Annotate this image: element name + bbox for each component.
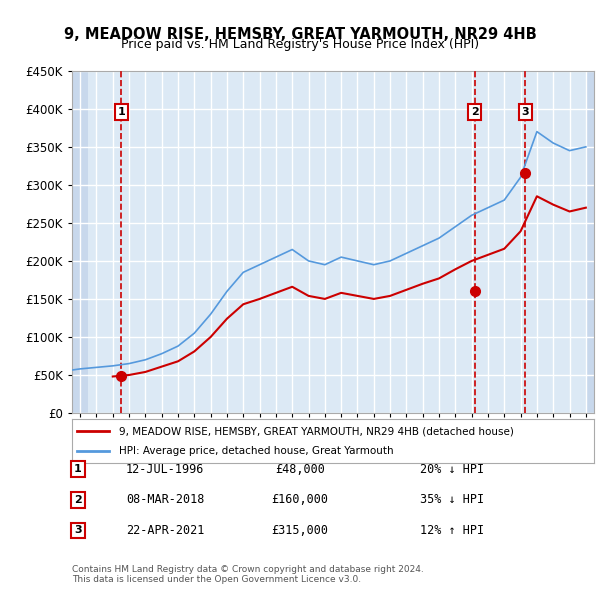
Text: 12% ↑ HPI: 12% ↑ HPI bbox=[420, 524, 484, 537]
Text: 1: 1 bbox=[118, 107, 125, 117]
Text: 12-JUL-1996: 12-JUL-1996 bbox=[126, 463, 205, 476]
Text: 22-APR-2021: 22-APR-2021 bbox=[126, 524, 205, 537]
Text: HPI: Average price, detached house, Great Yarmouth: HPI: Average price, detached house, Grea… bbox=[119, 446, 394, 455]
Text: £160,000: £160,000 bbox=[271, 493, 329, 506]
Text: £315,000: £315,000 bbox=[271, 524, 329, 537]
Text: 35% ↓ HPI: 35% ↓ HPI bbox=[420, 493, 484, 506]
Text: 3: 3 bbox=[74, 526, 82, 535]
Text: 2: 2 bbox=[74, 495, 82, 504]
Bar bbox=[72, 71, 88, 413]
Text: 3: 3 bbox=[521, 107, 529, 117]
Text: Price paid vs. HM Land Registry's House Price Index (HPI): Price paid vs. HM Land Registry's House … bbox=[121, 38, 479, 51]
Text: 9, MEADOW RISE, HEMSBY, GREAT YARMOUTH, NR29 4HB (detached house): 9, MEADOW RISE, HEMSBY, GREAT YARMOUTH, … bbox=[119, 427, 514, 436]
Text: 2: 2 bbox=[471, 107, 478, 117]
Text: 08-MAR-2018: 08-MAR-2018 bbox=[126, 493, 205, 506]
Text: 1: 1 bbox=[74, 464, 82, 474]
Bar bbox=[586, 71, 594, 413]
Text: 9, MEADOW RISE, HEMSBY, GREAT YARMOUTH, NR29 4HB: 9, MEADOW RISE, HEMSBY, GREAT YARMOUTH, … bbox=[64, 27, 536, 41]
Text: 20% ↓ HPI: 20% ↓ HPI bbox=[420, 463, 484, 476]
Text: £48,000: £48,000 bbox=[275, 463, 325, 476]
Text: Contains HM Land Registry data © Crown copyright and database right 2024.
This d: Contains HM Land Registry data © Crown c… bbox=[72, 565, 424, 584]
